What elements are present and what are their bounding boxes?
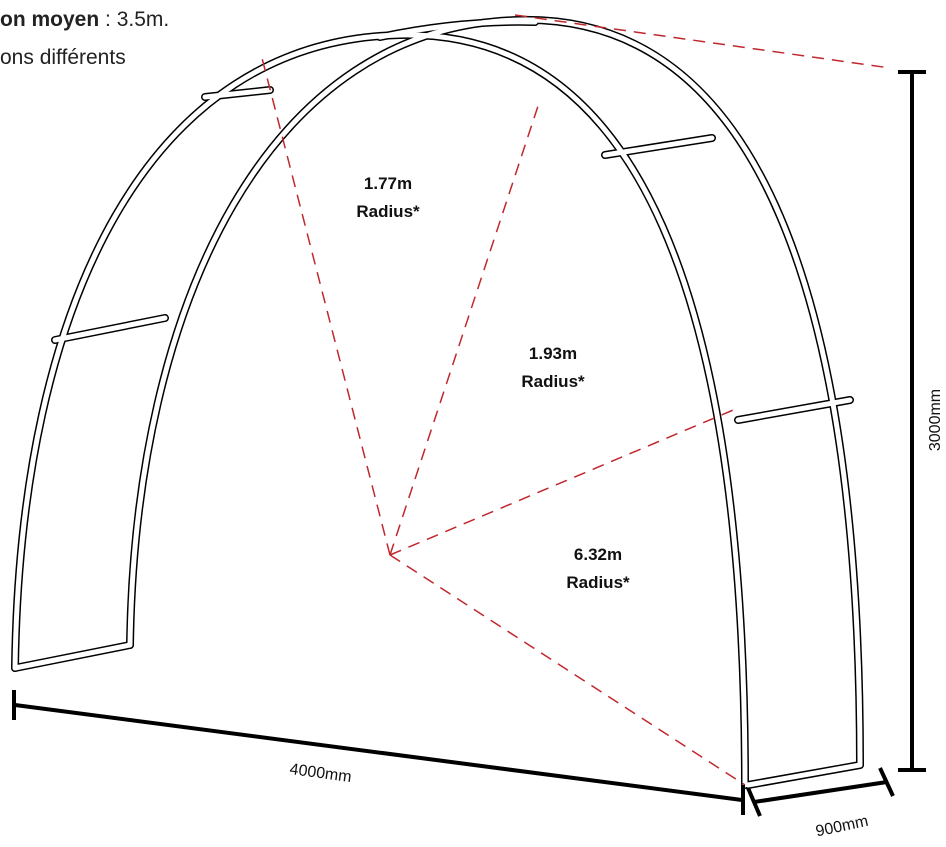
radius-value: 6.32m [574,545,622,564]
radius-label: Radius* [566,573,630,592]
radius-label: Radius* [521,372,585,391]
radius-label: Radius* [356,202,420,221]
depth-label: 900mm [814,813,870,841]
radius-value: 1.93m [529,344,577,363]
diagram: on moyen : 3.5m. ons différents [0,0,946,847]
radius-lines [262,15,890,785]
width-label: 4000mm [289,761,353,786]
radius-value: 1.77m [364,174,412,193]
height-label: 3000mm [927,389,944,451]
arch-drawing: 1.77m Radius* 1.93m Radius* 6.32m Radius… [0,0,946,847]
arch-frame [15,20,860,785]
